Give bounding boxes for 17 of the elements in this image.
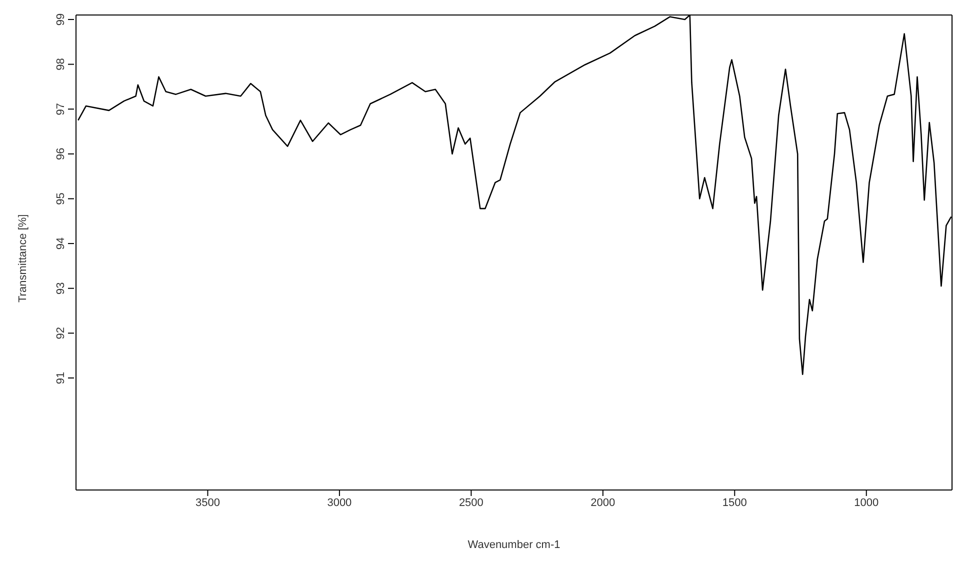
- y-axis-title: Transmittance [%]: [16, 214, 29, 302]
- y-tick-label: 96: [55, 148, 67, 160]
- x-tick-label: 3500: [195, 496, 220, 509]
- y-tick-label: 97: [55, 102, 67, 116]
- x-tick-label: 3000: [327, 496, 352, 509]
- y-tick-label: 99: [55, 13, 67, 26]
- y-tick-label: 98: [55, 58, 67, 70]
- x-tick-label: 2500: [458, 496, 484, 509]
- y-tick-label: 92: [55, 327, 67, 340]
- x-tick-label: 2000: [590, 496, 616, 509]
- y-tick-label: 91: [55, 372, 67, 384]
- x-axis-title: Wavenumber cm-1: [468, 539, 560, 551]
- y-tick-label: 93: [55, 282, 67, 294]
- y-tick-label: 95: [55, 192, 67, 205]
- x-tick-label: 1500: [722, 496, 747, 509]
- y-tick-label: 94: [55, 237, 67, 250]
- x-tick-label: 1000: [854, 496, 879, 509]
